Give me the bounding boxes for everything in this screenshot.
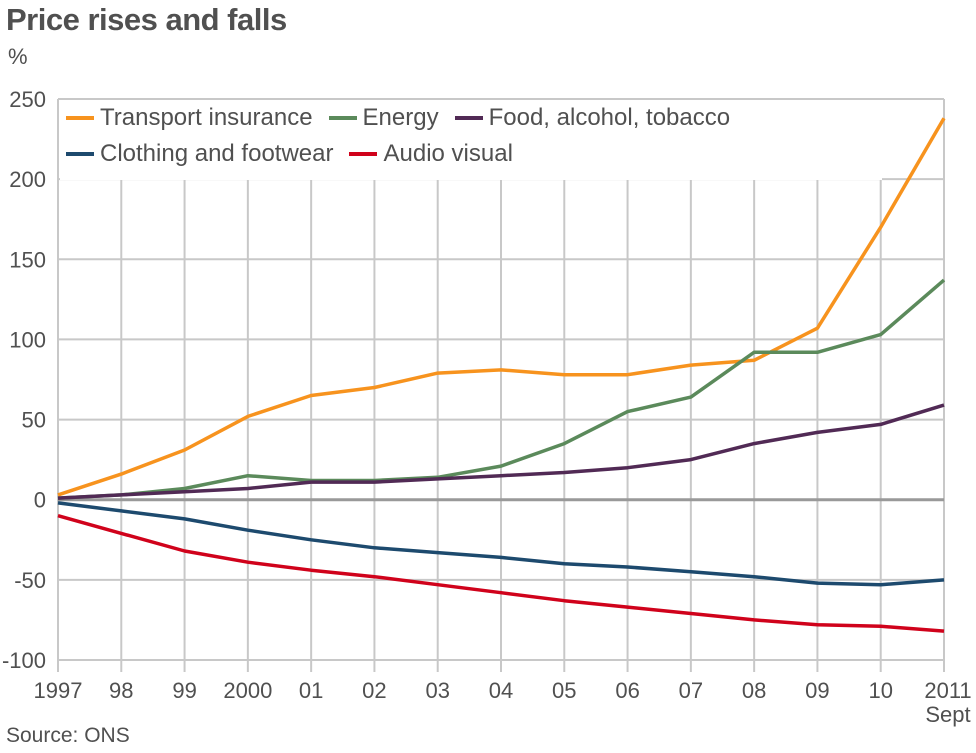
legend-row: Clothing and footwear Audio visual — [66, 140, 529, 168]
x-tick-label: 1997 — [34, 678, 83, 703]
series-line-food-alcohol-tobacco — [57, 403, 945, 500]
x-tick-label: 99 — [172, 678, 196, 703]
y-tick-label: 50 — [22, 408, 46, 433]
chart-title: Price rises and falls — [6, 2, 287, 37]
legend-swatch — [349, 152, 378, 156]
x-tick-label: 10 — [868, 678, 892, 703]
y-tick-label: 150 — [9, 247, 46, 272]
x-tick-label: 2000 — [223, 678, 272, 703]
legend-item: Food, alcohol, tobacco — [454, 104, 731, 132]
y-tick-label: 0 — [34, 488, 46, 513]
legend-row: Transport insurance Energy Food, alcohol, … — [66, 104, 746, 132]
x-tick-label: 01 — [299, 678, 323, 703]
x-tick-label: 09 — [805, 678, 829, 703]
legend-label: Audio visual — [383, 140, 513, 167]
x-tick-label: 04 — [489, 678, 513, 703]
legend-item: Audio visual — [349, 140, 513, 168]
legend-label: Clothing and footwear — [100, 140, 334, 167]
grid — [57, 98, 945, 672]
x-tick-label: 03 — [425, 678, 449, 703]
series-line-transport-insurance — [57, 117, 946, 497]
x-tick-sublabel: Sept — [925, 702, 970, 727]
x-tick-label: 07 — [679, 678, 703, 703]
x-tick-label: 06 — [615, 678, 639, 703]
legend: Transport insurance Energy Food, alcohol, … — [60, 100, 882, 180]
series-line-energy — [57, 278, 946, 500]
legend-item: Clothing and footwear — [66, 140, 333, 168]
y-tick-label: 200 — [9, 167, 46, 192]
series-line-audio-visual — [57, 514, 945, 633]
legend-item: Transport insurance — [66, 104, 313, 132]
legend-label: Energy — [362, 104, 439, 131]
legend-label: Transport insurance — [100, 104, 313, 131]
y-axis-unit: % — [8, 44, 28, 69]
x-tick-label: 08 — [742, 678, 766, 703]
legend-swatch — [454, 116, 483, 120]
series-lines — [57, 117, 946, 633]
legend-swatch — [66, 116, 94, 120]
x-tick-label: 02 — [362, 678, 386, 703]
legend-item: Energy — [328, 104, 439, 132]
y-tick-label: -100 — [2, 648, 46, 673]
y-tick-label: 250 — [9, 87, 46, 112]
x-tick-label: 2011 — [924, 678, 971, 703]
y-tick-label: 100 — [9, 327, 46, 352]
x-tick-label: 98 — [109, 678, 133, 703]
series-line-clothing-and-footwear — [57, 501, 945, 587]
legend-swatch — [328, 116, 357, 120]
x-tick-label: 05 — [552, 678, 576, 703]
legend-swatch — [66, 152, 94, 156]
y-tick-label: -50 — [14, 568, 46, 593]
tick-labels: 1997 98 99 2000 01 02 03 04 05 06 07 08 09 10 2011Sept… — [2, 87, 972, 727]
source-note: Source: ONS — [6, 724, 130, 747]
legend-label: Food, alcohol, tobacco — [488, 104, 731, 131]
